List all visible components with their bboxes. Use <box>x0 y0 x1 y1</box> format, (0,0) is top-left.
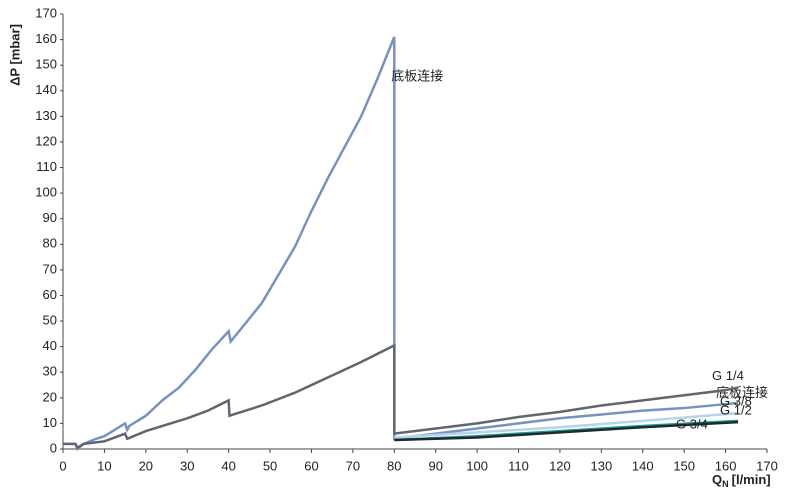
y-tick-label: 80 <box>43 236 57 251</box>
y-tick-label: 50 <box>43 312 57 327</box>
x-axis-label-unit: [l/min] <box>732 472 771 487</box>
x-tick-label: 90 <box>428 458 442 473</box>
x-tick-label: 120 <box>549 458 571 473</box>
series-label: G 3/8 <box>720 394 752 409</box>
series-label: G 3/4 <box>676 417 708 432</box>
series-label: G 1/2 <box>720 402 752 417</box>
x-tick-label: 10 <box>97 458 111 473</box>
x-tick-label: 40 <box>221 458 235 473</box>
y-tick-label: 20 <box>43 389 57 404</box>
y-tick-label: 170 <box>35 5 57 20</box>
x-tick-label: 160 <box>715 458 737 473</box>
y-tick-label: 110 <box>36 159 57 174</box>
series-line <box>394 420 739 442</box>
y-axis-label: ΔP [mbar] <box>7 24 22 86</box>
x-tick-label: 100 <box>466 458 488 473</box>
x-tick-label: 70 <box>346 458 360 473</box>
y-tick-label: 130 <box>35 108 57 123</box>
y-tick-label: 100 <box>35 185 57 200</box>
x-axis-label: QN [l/min] <box>712 472 771 489</box>
x-tick-label: 130 <box>591 458 613 473</box>
series-line <box>63 36 739 452</box>
y-tick-label: 120 <box>35 133 57 148</box>
y-tick-label: 70 <box>43 261 57 276</box>
series-label: 底板连接 <box>391 68 443 83</box>
x-tick-label: 170 <box>756 458 778 473</box>
x-tick-label: 20 <box>139 458 153 473</box>
x-tick-label: 80 <box>387 458 401 473</box>
x-tick-label: 140 <box>632 458 654 473</box>
y-tick-label: 10 <box>43 415 57 430</box>
x-tick-label: 30 <box>180 458 194 473</box>
x-axis-label-main: Q <box>712 472 722 487</box>
x-tick-label: 0 <box>59 458 66 473</box>
series-label: G 1/4 <box>712 368 744 383</box>
series-line <box>394 411 739 439</box>
x-tick-label: 150 <box>673 458 695 473</box>
y-tick-label: 90 <box>43 210 57 225</box>
y-tick-label: 160 <box>35 31 57 46</box>
x-axis-label-sub: N <box>722 479 729 489</box>
y-tick-label: 60 <box>43 287 57 302</box>
series-line <box>63 343 739 450</box>
y-tick-label: 30 <box>43 364 57 379</box>
y-tick-label: 140 <box>35 82 57 97</box>
y-tick-label: 40 <box>43 338 57 353</box>
y-tick-label: 150 <box>35 57 57 72</box>
y-tick-label: 0 <box>50 440 57 455</box>
x-tick-label: 60 <box>304 458 318 473</box>
x-tick-label: 110 <box>508 458 529 473</box>
x-tick-label: 50 <box>263 458 277 473</box>
